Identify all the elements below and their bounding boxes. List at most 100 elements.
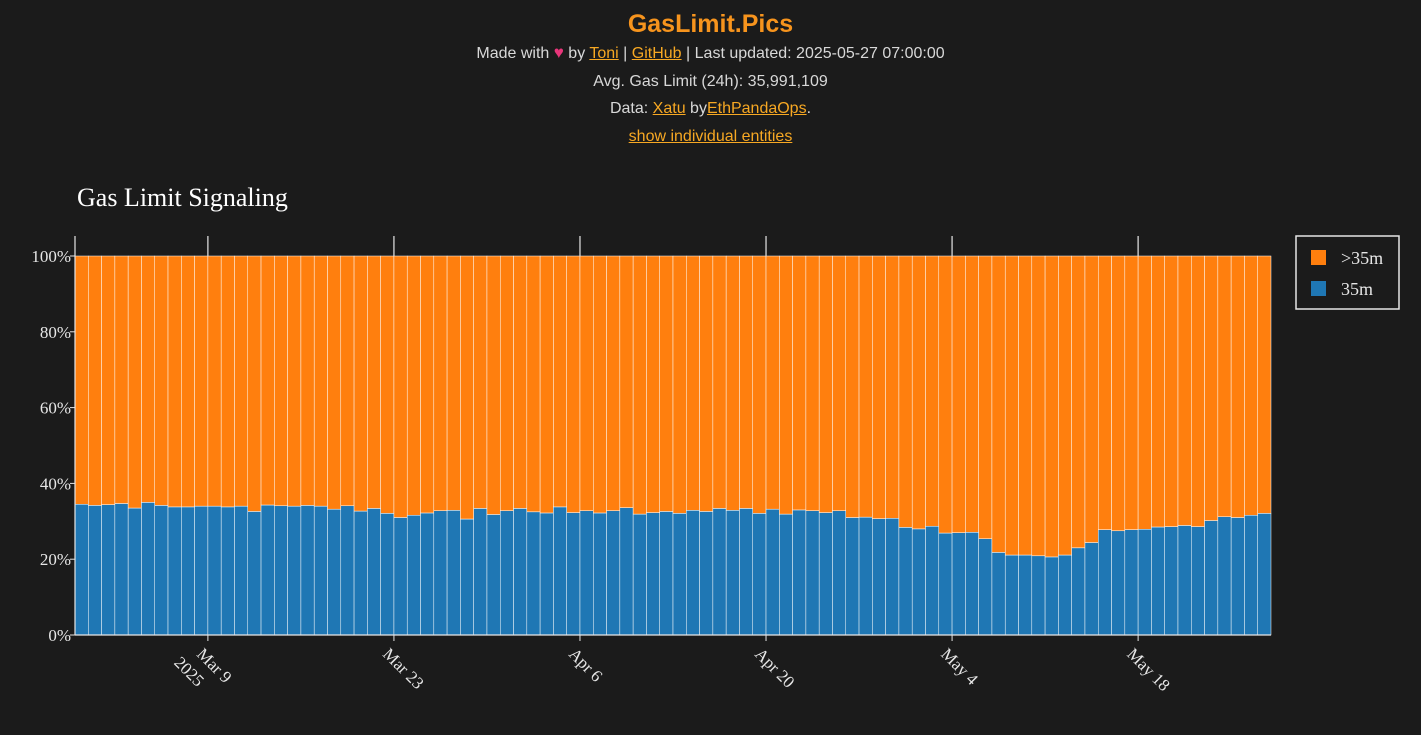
bar-35m[interactable] bbox=[646, 512, 660, 636]
bar-gt35m[interactable] bbox=[141, 255, 155, 503]
bar-35m[interactable] bbox=[181, 506, 195, 636]
bar-gt35m[interactable] bbox=[1071, 255, 1086, 549]
bar-gt35m[interactable] bbox=[752, 255, 767, 514]
bar-gt35m[interactable] bbox=[619, 255, 634, 508]
bar-gt35m[interactable] bbox=[832, 255, 847, 511]
bar-35m[interactable] bbox=[287, 505, 302, 636]
bar-35m[interactable] bbox=[1097, 529, 1112, 636]
bar-gt35m[interactable] bbox=[1151, 255, 1165, 528]
bar-35m[interactable] bbox=[101, 504, 116, 636]
bar-35m[interactable] bbox=[1230, 517, 1245, 636]
bar-gt35m[interactable] bbox=[406, 255, 421, 516]
bar-35m[interactable] bbox=[220, 506, 235, 636]
bar-35m[interactable] bbox=[712, 508, 727, 636]
bar-gt35m[interactable] bbox=[632, 255, 647, 515]
bar-gt35m[interactable] bbox=[779, 255, 793, 515]
show-individual-entities-link[interactable]: show individual entities bbox=[628, 127, 793, 145]
bar-35m[interactable] bbox=[433, 510, 448, 636]
bar-35m[interactable] bbox=[1204, 520, 1219, 636]
bar-35m[interactable] bbox=[925, 525, 940, 636]
bar-35m[interactable] bbox=[499, 510, 514, 636]
bar-gt35m[interactable] bbox=[765, 255, 780, 510]
bar-gt35m[interactable] bbox=[699, 255, 714, 512]
bar-gt35m[interactable] bbox=[1097, 255, 1112, 530]
bar-gt35m[interactable] bbox=[898, 255, 913, 528]
bar-gt35m[interactable] bbox=[792, 255, 807, 511]
bar-35m[interactable] bbox=[885, 518, 900, 636]
bar-gt35m[interactable] bbox=[486, 255, 501, 515]
bar-gt35m[interactable] bbox=[88, 255, 102, 506]
bar-35m[interactable] bbox=[725, 510, 740, 636]
bar-35m[interactable] bbox=[553, 506, 567, 636]
bar-gt35m[interactable] bbox=[340, 255, 355, 507]
bar-gt35m[interactable] bbox=[712, 255, 727, 509]
bar-35m[interactable] bbox=[1177, 525, 1192, 636]
bar-35m[interactable] bbox=[672, 513, 687, 636]
bar-35m[interactable] bbox=[380, 513, 395, 636]
bar-gt35m[interactable] bbox=[938, 255, 953, 534]
bar-gt35m[interactable] bbox=[978, 255, 993, 539]
bar-gt35m[interactable] bbox=[1058, 255, 1072, 556]
bar-35m[interactable] bbox=[234, 505, 249, 636]
bar-35m[interactable] bbox=[393, 517, 408, 636]
bar-gt35m[interactable] bbox=[300, 255, 315, 506]
bar-35m[interactable] bbox=[300, 505, 315, 636]
bar-35m[interactable] bbox=[313, 505, 328, 636]
bar-gt35m[interactable] bbox=[725, 255, 740, 511]
bar-35m[interactable] bbox=[593, 512, 607, 636]
bar-35m[interactable] bbox=[114, 503, 129, 636]
bar-gt35m[interactable] bbox=[911, 255, 926, 530]
bar-35m[interactable] bbox=[686, 510, 700, 636]
bar-35m[interactable] bbox=[446, 510, 461, 636]
bar-35m[interactable] bbox=[486, 514, 501, 636]
author-link[interactable]: Toni bbox=[589, 45, 619, 62]
bar-35m[interactable] bbox=[1191, 526, 1205, 636]
bar-35m[interactable] bbox=[1137, 529, 1152, 636]
bar-gt35m[interactable] bbox=[1164, 255, 1179, 527]
bar-35m[interactable] bbox=[566, 512, 581, 636]
legend[interactable]: >35m 35m bbox=[1295, 235, 1400, 310]
bar-gt35m[interactable] bbox=[606, 255, 621, 511]
bar-gt35m[interactable] bbox=[220, 255, 235, 508]
bar-35m[interactable] bbox=[194, 505, 209, 636]
bar-gt35m[interactable] bbox=[194, 255, 209, 507]
bar-gt35m[interactable] bbox=[207, 255, 222, 507]
bar-gt35m[interactable] bbox=[274, 255, 288, 507]
bar-35m[interactable] bbox=[991, 552, 1006, 636]
bar-gt35m[interactable] bbox=[1031, 255, 1046, 557]
bar-35m[interactable] bbox=[779, 513, 793, 636]
bar-gt35m[interactable] bbox=[646, 255, 660, 513]
bar-gt35m[interactable] bbox=[1230, 255, 1245, 518]
github-link[interactable]: GitHub bbox=[631, 45, 682, 62]
bar-35m[interactable] bbox=[911, 528, 926, 636]
bar-35m[interactable] bbox=[1018, 554, 1033, 636]
bar-gt35m[interactable] bbox=[513, 255, 528, 509]
bar-gt35m[interactable] bbox=[539, 255, 554, 514]
bar-35m[interactable] bbox=[513, 508, 528, 636]
bar-35m[interactable] bbox=[420, 512, 435, 636]
bar-gt35m[interactable] bbox=[181, 255, 195, 508]
xatu-link[interactable]: Xatu bbox=[652, 100, 686, 117]
bar-gt35m[interactable] bbox=[101, 255, 116, 505]
bar-35m[interactable] bbox=[818, 512, 833, 636]
bar-gt35m[interactable] bbox=[579, 255, 594, 511]
bar-gt35m[interactable] bbox=[260, 255, 275, 506]
bar-35m[interactable] bbox=[965, 532, 979, 636]
bar-gt35m[interactable] bbox=[380, 255, 395, 514]
bar-gt35m[interactable] bbox=[74, 255, 89, 505]
bar-35m[interactable] bbox=[579, 510, 594, 636]
bar-gt35m[interactable] bbox=[526, 255, 541, 513]
bar-35m[interactable] bbox=[858, 516, 873, 636]
bar-gt35m[interactable] bbox=[1084, 255, 1099, 543]
bar-35m[interactable] bbox=[1164, 526, 1179, 636]
bar-gt35m[interactable] bbox=[1191, 255, 1205, 527]
bar-gt35m[interactable] bbox=[885, 255, 900, 519]
bar-35m[interactable] bbox=[406, 514, 421, 636]
bar-gt35m[interactable] bbox=[327, 255, 342, 510]
bar-gt35m[interactable] bbox=[872, 255, 886, 519]
bar-35m[interactable] bbox=[1084, 542, 1099, 636]
bar-35m[interactable] bbox=[473, 508, 488, 636]
bar-35m[interactable] bbox=[141, 502, 155, 636]
bar-35m[interactable] bbox=[88, 505, 102, 636]
bar-gt35m[interactable] bbox=[739, 255, 753, 509]
